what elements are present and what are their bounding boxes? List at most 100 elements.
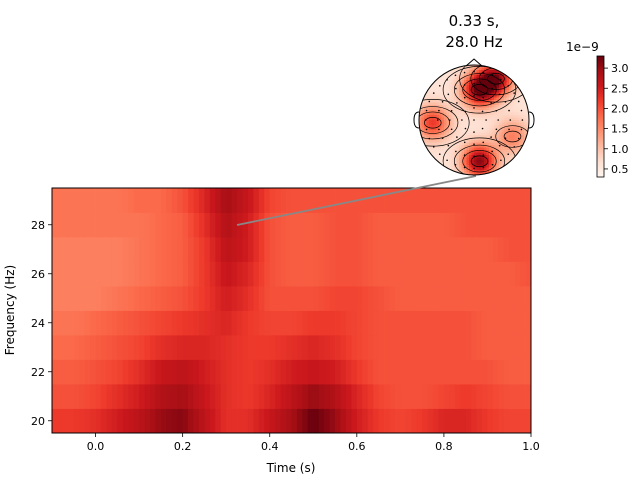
heatmap-cell [465,286,472,311]
topomap-pixel [486,107,490,111]
topomap-pixel [469,170,472,173]
topomap-pixel [461,145,465,148]
heatmap-cell [449,384,456,409]
heatmap-cell [171,335,178,360]
topomap-pixel [429,125,432,128]
topomap-pixel [466,157,470,161]
topomap-pixel [464,87,467,91]
topomap-pixel [469,77,472,81]
topomap-connector-line [236,175,477,226]
topomap-pixel [501,150,505,153]
topomap-pixel [476,162,480,166]
heatmap-cell [405,384,412,409]
heatmap-cell [90,408,96,434]
heatmap-cell [503,310,510,336]
heatmap-cell [525,286,532,311]
topomap-pixel [446,150,450,153]
heatmap-cell [247,335,254,360]
heatmap-cell [525,359,532,385]
heatmap-cell [356,359,363,385]
topomap-pixel [459,112,462,116]
contour-line [503,130,522,143]
heatmap-cell [307,335,314,360]
topomap-pixel [519,142,522,146]
heatmap-cell [171,212,178,238]
topomap-pixel [441,95,445,98]
topomap-pixel [439,127,442,131]
heatmap-cell [509,408,516,434]
topomap-pixel [524,117,527,121]
heatmap-cell [318,408,325,434]
topomap-pixel [506,115,510,118]
heatmap-cell [291,286,298,311]
heatmap-cell [384,359,390,385]
topomap-pixel [484,122,487,126]
topomap-pixel [499,157,502,161]
topomap-pixel [446,75,450,78]
topomap-pixel [424,117,427,121]
heatmap-cell [296,188,303,213]
topomap-pixel [481,97,485,101]
heatmap-cell [324,310,330,336]
topomap-pixel [476,167,480,171]
heatmap-cell [286,261,292,287]
topomap-pixel [426,130,430,133]
topomap-pixel [511,135,515,138]
heatmap-cell [160,408,167,434]
topomap-pixel [481,75,485,78]
topomap-pixel [499,125,502,128]
heatmap-cell [498,408,505,434]
topomap-pixel [519,100,522,103]
heatmap-cell [177,212,184,238]
topomap-pixel [524,122,527,126]
topomap-pixel [461,100,465,103]
topomap-pixel [524,100,527,103]
heatmap-cell [427,335,434,360]
topomap-pixel [526,110,529,113]
topomap-pixel [451,150,455,153]
topomap-pixel [456,77,460,81]
topomap-pixel [479,125,482,128]
heatmap-cell [422,384,428,409]
heatmap-cell [324,286,330,311]
sensor-dot [425,109,428,112]
heatmap-cell [52,237,58,262]
topomap-pixel [474,70,477,73]
topomap-pixel [451,100,455,103]
topomap-pixel [514,95,517,98]
topomap-pixel [444,120,447,123]
topomap-pixel [481,125,485,128]
topomap-pixel [479,157,482,161]
topomap-pixel [494,130,497,133]
heatmap-cell [362,237,369,262]
topomap-pixel [446,160,450,163]
topomap-pixel [434,100,437,103]
topomap-pixel [484,87,487,91]
topomap-pixel [464,70,467,73]
topomap-pixel [449,82,452,86]
heatmap-cell [367,310,374,336]
topomap-pixel [469,140,472,143]
heatmap-cell [100,310,107,336]
heatmap-cell [106,310,113,336]
heatmap-cell [433,286,439,311]
topomap-pixel [446,137,450,141]
topomap-pixel [479,82,482,86]
topomap-pixel [454,147,457,151]
topomap-pixel [501,107,505,111]
sensor-dot [500,159,502,162]
topomap-pixel [501,112,505,116]
topomap-pixel [504,157,507,161]
topomap-pixel [454,137,457,141]
heatmap-cell [100,237,107,262]
topomap-pixel [446,80,450,83]
topomap-pixel [436,87,440,91]
heatmap-cell [52,286,58,311]
heatmap-cell [427,261,434,287]
topomap-pixel [449,127,452,131]
topomap-pixel [449,157,452,161]
topomap-pixel [504,120,507,123]
heatmap-cell [226,335,233,360]
heatmap-cell [302,188,309,213]
topomap-pixel [421,102,425,106]
